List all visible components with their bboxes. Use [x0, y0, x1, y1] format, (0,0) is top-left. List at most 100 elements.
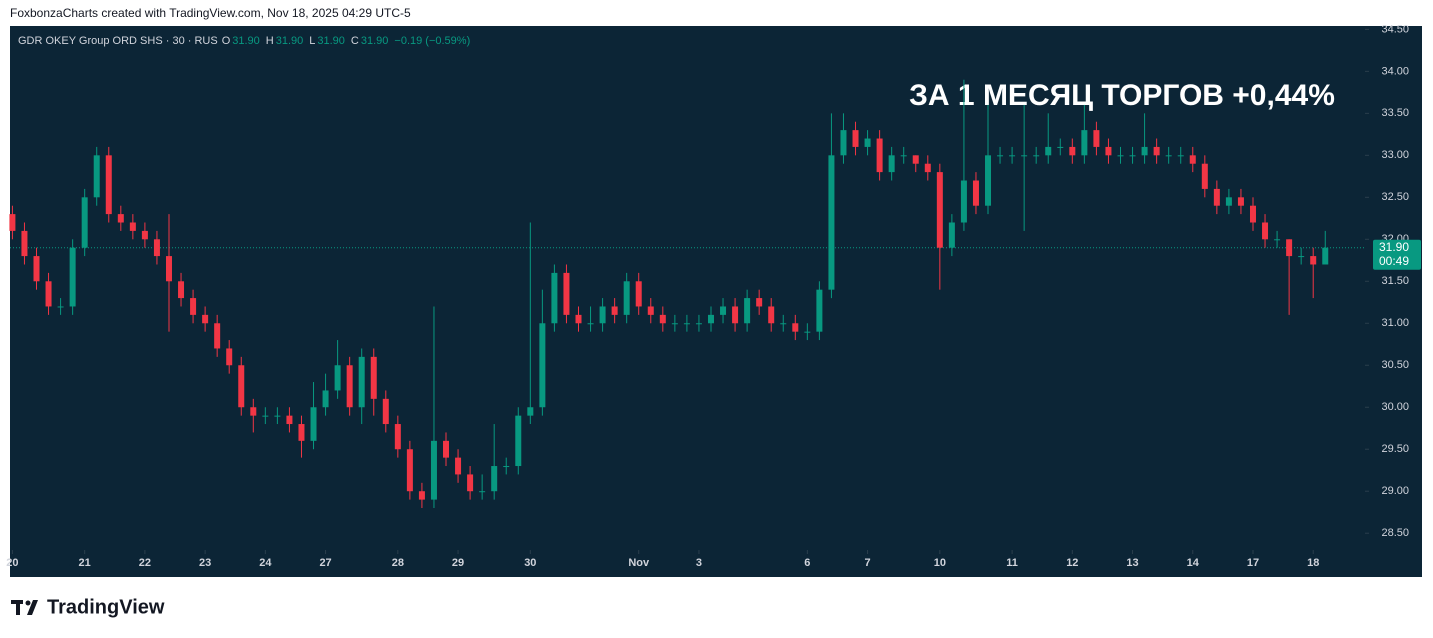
candle-body — [551, 272, 558, 324]
candle-body — [406, 449, 413, 492]
candle-body — [756, 298, 763, 307]
candle-body — [418, 491, 425, 500]
chart-background — [10, 26, 1422, 577]
candle-body — [659, 314, 666, 324]
candle-body — [587, 323, 594, 325]
candle-body — [683, 323, 690, 325]
candle-body — [370, 356, 377, 399]
candle-body — [1093, 130, 1100, 147]
price-label-bg — [1373, 239, 1421, 270]
ohlc-value: 31.90 — [232, 35, 260, 47]
candle-body — [876, 138, 883, 173]
y-tick-label: 32.50 — [1381, 191, 1409, 203]
candle-body — [732, 306, 739, 324]
candle-body — [563, 272, 570, 315]
candle-body — [141, 230, 148, 240]
candle-body — [1201, 163, 1208, 189]
candle-body — [286, 415, 293, 425]
x-tick-label: 29 — [452, 557, 464, 569]
candle-body — [503, 466, 510, 468]
candle-body — [165, 256, 172, 282]
brand: TradingView — [47, 596, 165, 618]
candle-body — [635, 281, 642, 307]
candle-body — [226, 348, 233, 366]
candle-body — [780, 323, 787, 325]
candle-body — [346, 365, 353, 408]
candle-body — [479, 491, 486, 493]
candle-body — [467, 474, 474, 492]
y-tick-label: 31.50 — [1381, 275, 1409, 287]
candle-body — [45, 281, 52, 307]
candle-body — [33, 256, 40, 282]
candle-body — [1009, 155, 1016, 157]
tv-logo — [11, 600, 38, 615]
candle-body — [720, 306, 727, 315]
candle-body — [539, 323, 546, 408]
candle-body — [611, 306, 618, 315]
x-tick-label: 7 — [865, 557, 871, 569]
header: FoxbonzaCharts created with TradingView.… — [10, 6, 411, 20]
x-tick-label: 21 — [79, 557, 91, 569]
candle-body — [93, 155, 100, 198]
candle-body — [1105, 146, 1112, 156]
candle-body — [1129, 155, 1136, 157]
candle-body — [117, 214, 124, 223]
candle-body — [129, 222, 136, 231]
candle-body — [1213, 188, 1220, 206]
candle-body — [178, 281, 185, 299]
candle-body — [792, 323, 799, 332]
candle-body — [455, 457, 462, 475]
candle-body — [1274, 239, 1281, 241]
y-tick-label: 30.50 — [1381, 359, 1409, 371]
candle-body — [575, 314, 582, 324]
candle-body — [1177, 155, 1184, 157]
candle-body — [322, 390, 329, 408]
candle-body — [900, 155, 907, 157]
countdown: 00:49 — [1379, 254, 1409, 268]
candle-body — [1081, 130, 1088, 156]
y-tick-label: 33.00 — [1381, 149, 1409, 161]
change: −0.19 (−0.59%) — [394, 35, 471, 47]
candle-body — [852, 130, 859, 147]
candle-body — [1298, 256, 1305, 258]
candle-body — [599, 306, 606, 324]
candle-body — [250, 407, 257, 416]
y-tick-label: 34.50 — [1381, 23, 1409, 35]
candle-body — [864, 138, 871, 147]
candle-body — [1033, 155, 1040, 157]
candle-body — [21, 230, 28, 257]
candle-body — [816, 289, 823, 332]
candle-body — [1225, 197, 1232, 206]
candle-body — [768, 306, 775, 324]
candle-body — [1045, 146, 1052, 156]
candle-body — [1141, 146, 1148, 156]
y-tick-label: 28.50 — [1381, 527, 1409, 539]
x-tick-label: 3 — [696, 557, 702, 569]
candle-body — [358, 356, 365, 408]
candle-body — [1057, 146, 1064, 148]
candle-body — [298, 424, 305, 441]
x-tick-label: 17 — [1247, 557, 1259, 569]
candle-body — [69, 247, 76, 307]
x-tick-label: 10 — [934, 557, 946, 569]
x-tick-label: 22 — [139, 557, 151, 569]
y-tick-label: 29.00 — [1381, 485, 1409, 497]
candle-body — [1237, 197, 1244, 206]
candle-body — [81, 197, 88, 248]
y-tick-label: 30.00 — [1381, 401, 1409, 413]
x-tick-label: Nov — [628, 557, 650, 569]
candle-body — [707, 314, 714, 324]
candle-body — [744, 298, 751, 324]
candle-body — [1286, 239, 1293, 257]
candle-body — [105, 155, 112, 215]
candle-body — [912, 155, 919, 164]
candle-body — [202, 314, 209, 324]
legend: GDR OKEY Group ORD SHS · 30 · RUS O 31.90 H… — [18, 35, 472, 47]
ohlc-value: 31.90 — [275, 35, 304, 47]
candle-body — [57, 306, 64, 308]
candle-body — [1069, 146, 1076, 156]
x-tick-label: 27 — [319, 557, 331, 569]
candle-body — [1189, 155, 1196, 164]
